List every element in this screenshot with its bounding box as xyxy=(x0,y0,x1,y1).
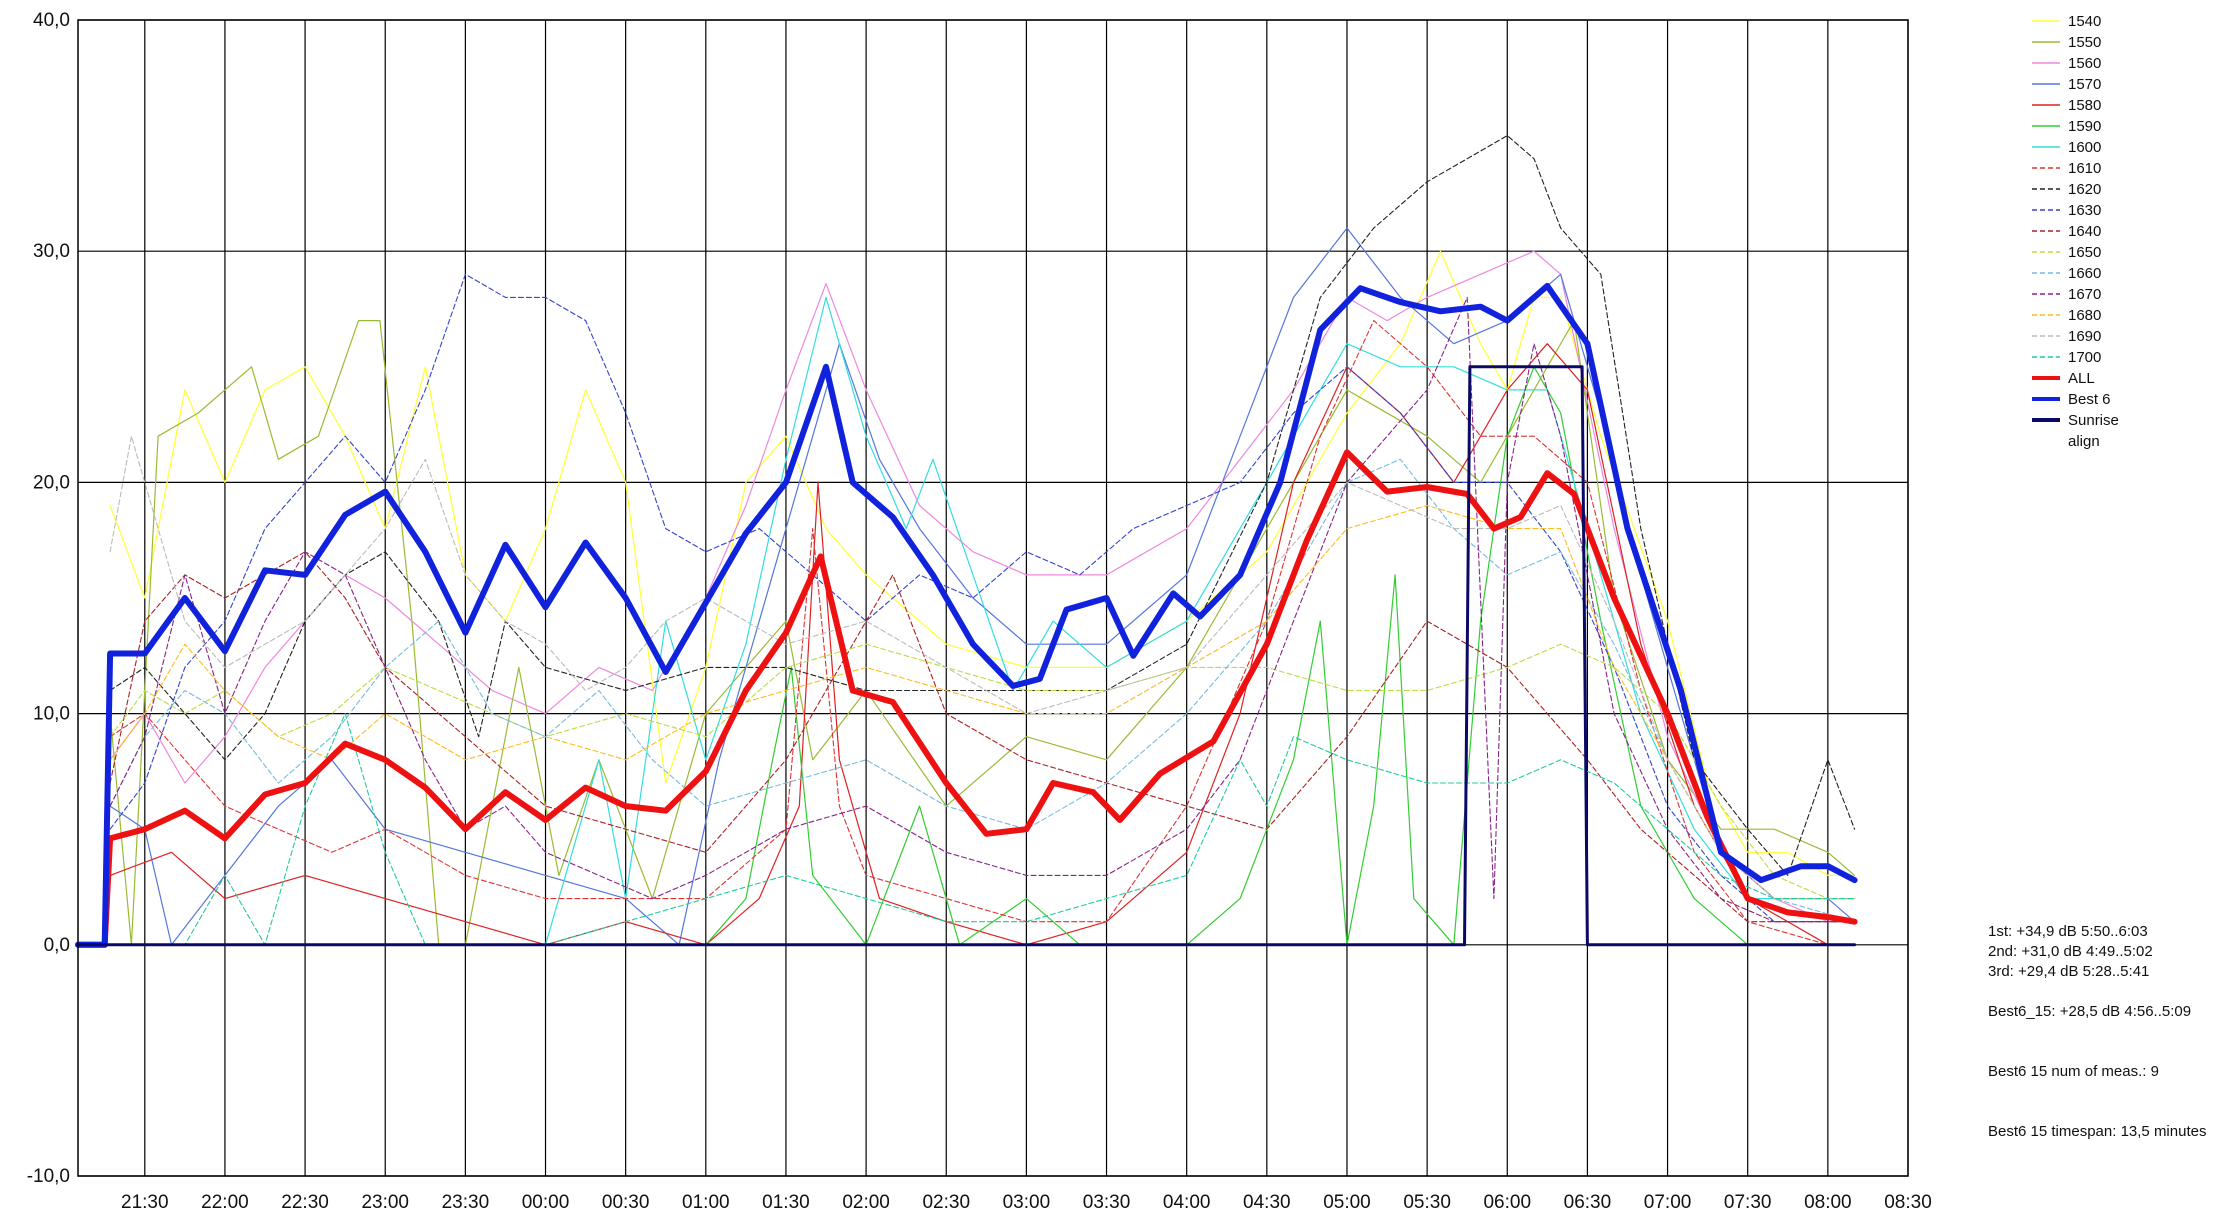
x-tick-label: 05:00 xyxy=(1323,1192,1371,1213)
y-tick-label: 20,0 xyxy=(33,472,70,493)
legend-label: 1630 xyxy=(2068,202,2101,219)
series-line-1560 xyxy=(109,250,1856,923)
stat-second: 2nd: +31,0 dB 4:49..5:02 xyxy=(1988,943,2153,960)
stat-first: 1st: +34,9 dB 5:50..6:03 xyxy=(1988,923,2148,940)
y-tick-label: 30,0 xyxy=(33,241,70,262)
x-tick-label: 04:30 xyxy=(1243,1192,1291,1213)
stat-best6-15: Best6_15: +28,5 dB 4:56..5:09 xyxy=(1988,1003,2192,1020)
x-tick-label: 07:00 xyxy=(1644,1192,1692,1213)
legend-label: 1590 xyxy=(2068,118,2101,135)
x-tick-label: 03:00 xyxy=(1003,1192,1051,1213)
legend-label: 1660 xyxy=(2068,265,2101,282)
x-tick-label: 22:30 xyxy=(281,1192,329,1213)
series-line-1670 xyxy=(109,296,1856,923)
x-tick-label: 06:30 xyxy=(1564,1192,1612,1213)
legend-label: 1620 xyxy=(2068,181,2101,198)
plot-frame xyxy=(77,19,1909,1177)
x-axis: 21:30 22:00 22:30 23:00 23:30 00:00 00:30 01:00… xyxy=(121,1192,1932,1213)
x-tick-label: 00:00 xyxy=(522,1192,570,1213)
y-tick-label: -10,0 xyxy=(27,1166,70,1187)
x-tick-label: 00:30 xyxy=(602,1192,650,1213)
chart-series xyxy=(75,135,1858,948)
series-line-best-6 xyxy=(75,282,1858,948)
series-line-1540 xyxy=(109,250,1856,877)
legend-label: 1600 xyxy=(2068,139,2101,156)
legend-label: 1690 xyxy=(2068,328,2101,345)
series-line-sunrise-align xyxy=(76,365,1857,947)
series-line-all xyxy=(75,449,1858,948)
legend-label: 1540 xyxy=(2068,13,2101,30)
x-tick-label: 04:00 xyxy=(1163,1192,1211,1213)
x-tick-label: 23:00 xyxy=(361,1192,409,1213)
legend-label: ALL xyxy=(2068,370,2095,387)
x-tick-label: 07:30 xyxy=(1724,1192,1772,1213)
x-tick-label: 22:00 xyxy=(201,1192,249,1213)
series-line-1650 xyxy=(109,643,1856,900)
legend-label: 1560 xyxy=(2068,55,2101,72)
series-line-1680 xyxy=(109,504,1856,900)
legend-label: 1640 xyxy=(2068,223,2101,240)
legend-label: 1550 xyxy=(2068,34,2101,51)
x-tick-label: 21:30 xyxy=(121,1192,169,1213)
legend-label: 1650 xyxy=(2068,244,2101,261)
x-tick-label: 06:00 xyxy=(1483,1192,1531,1213)
stats-panel: 1st: +34,9 dB 5:50..6:03 2nd: +31,0 dB 4… xyxy=(1988,922,2218,1142)
legend-label: 1700 xyxy=(2068,349,2101,366)
legend-label: Sunrise xyxy=(2068,412,2119,429)
x-tick-label: 02:00 xyxy=(842,1192,890,1213)
series-line-1690 xyxy=(109,435,1856,900)
x-tick-label: 01:00 xyxy=(682,1192,730,1213)
legend-label: Best 6 xyxy=(2068,391,2111,408)
series-line-1570 xyxy=(109,227,1856,946)
series-line-1660 xyxy=(109,458,1856,923)
chart-grid xyxy=(78,19,1909,1177)
x-tick-label: 08:00 xyxy=(1804,1192,1852,1213)
stat-num-meas: Best6 15 num of meas.: 9 xyxy=(1988,1063,2159,1080)
legend-label: 1580 xyxy=(2068,97,2101,114)
stat-timespan: Best6 15 timespan: 13,5 minutes xyxy=(1988,1123,2207,1140)
stat-third: 3rd: +29,4 dB 5:28..5:41 xyxy=(1988,963,2150,980)
y-axis: -10,0 0,0 10,0 20,0 30,0 40,0 xyxy=(27,10,70,1187)
y-tick-label: 10,0 xyxy=(33,704,70,725)
legend-label: 1680 xyxy=(2068,307,2101,324)
x-tick-label: 05:30 xyxy=(1403,1192,1451,1213)
y-tick-label: 40,0 xyxy=(33,10,70,31)
chart-legend: 1540 1550 1560 1570 1580 1590 1600 1610 1620 1630… xyxy=(2032,13,2119,450)
y-tick-label: 0,0 xyxy=(44,935,70,956)
legend-label: align xyxy=(2068,433,2100,450)
series-line-1610 xyxy=(109,320,1856,946)
x-tick-label: 23:30 xyxy=(442,1192,490,1213)
x-tick-label: 02:30 xyxy=(922,1192,970,1213)
legend-label: 1670 xyxy=(2068,286,2101,303)
x-tick-label: 03:30 xyxy=(1083,1192,1131,1213)
series-line-1640 xyxy=(109,551,1856,923)
x-tick-label: 08:30 xyxy=(1884,1192,1932,1213)
x-tick-label: 01:30 xyxy=(762,1192,810,1213)
legend-label: 1570 xyxy=(2068,76,2101,93)
series-line-1620 xyxy=(109,135,1856,876)
legend-label: 1610 xyxy=(2068,160,2101,177)
